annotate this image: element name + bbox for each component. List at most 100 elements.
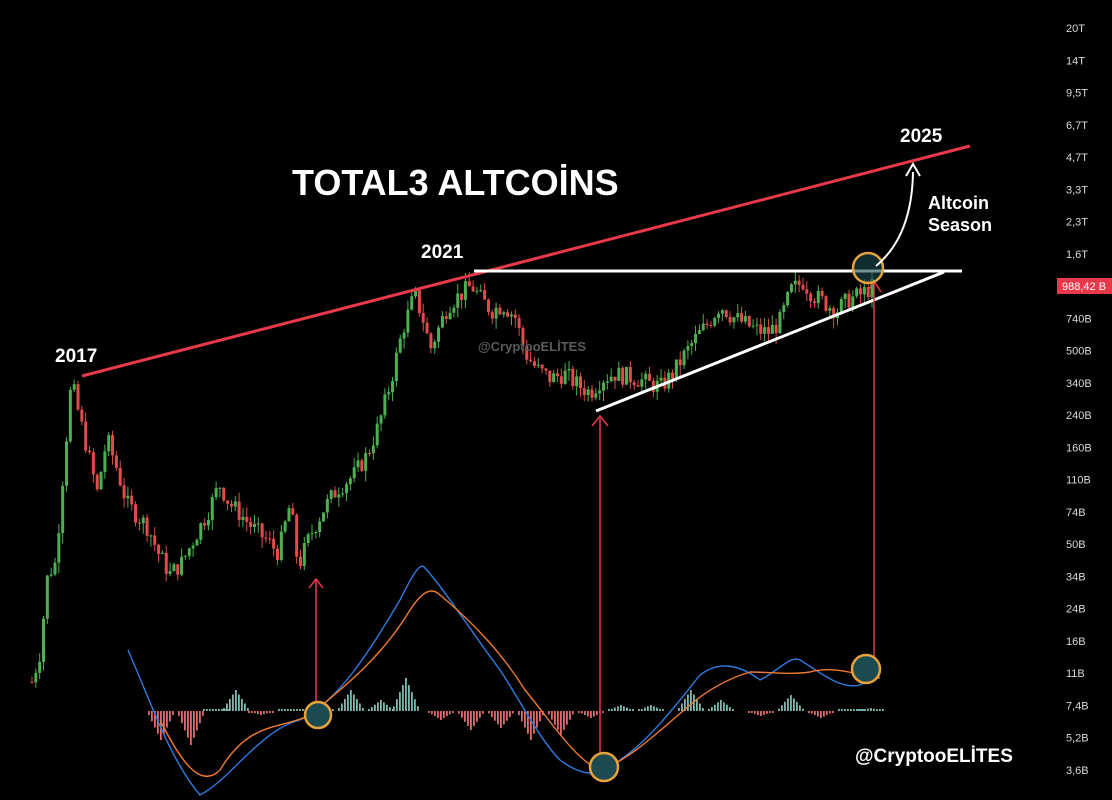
candle-body: [137, 522, 141, 524]
candle-body: [218, 487, 222, 489]
macd-histogram-bar: [467, 711, 469, 726]
candle-body: [233, 501, 237, 507]
candles: [30, 272, 874, 688]
signal-circles: [303, 251, 885, 783]
macd-histogram-bar: [284, 709, 286, 711]
y-tick-label: 240B: [1066, 410, 1092, 422]
macd-histogram-bar: [656, 707, 658, 711]
candle-body: [839, 299, 843, 313]
candle-body: [782, 305, 786, 312]
macd-histogram-bar: [693, 694, 695, 711]
candle-body: [590, 389, 594, 398]
y-tick-label: 14T: [1066, 55, 1085, 67]
season-label-line1: Altcoin: [928, 193, 989, 213]
candle-body: [509, 314, 513, 317]
macd-histogram-bar: [760, 711, 762, 716]
candle-body: [141, 517, 145, 524]
macd-histogram-bar: [572, 711, 574, 715]
candle-body: [114, 455, 118, 468]
candle-body: [582, 388, 586, 396]
macd-histogram-bar: [160, 711, 162, 740]
candle-body: [314, 532, 318, 534]
macd-histogram-bar: [757, 711, 759, 715]
candle-body: [602, 382, 606, 391]
macd-histogram-bar: [368, 709, 370, 711]
macd-histogram-bar: [190, 711, 192, 745]
candle-body: [264, 537, 268, 539]
macd-histogram-bar: [281, 709, 283, 711]
candle-body: [283, 521, 287, 532]
macd-histogram-bar: [392, 709, 394, 711]
candle-body: [832, 308, 836, 319]
candle-body: [774, 324, 778, 334]
candle-body: [770, 324, 774, 334]
macd-histogram-bar: [169, 711, 171, 722]
macd-histogram-bar: [241, 699, 243, 711]
candle-body: [812, 301, 816, 304]
candle-body: [648, 373, 652, 381]
macd-histogram-bar: [374, 704, 376, 711]
macd-histogram-bar: [641, 708, 643, 711]
vertical-arrows: [308, 279, 882, 768]
candle-body: [763, 327, 767, 334]
candle-body: [828, 308, 832, 311]
circle-marker: [588, 751, 620, 783]
candle-body: [452, 307, 456, 313]
y-tick-label: 340B: [1066, 378, 1092, 390]
candle-body: [625, 366, 629, 385]
macd-histogram-bar: [254, 711, 256, 714]
y-tick-label: 11B: [1066, 668, 1085, 680]
macd-histogram-bar: [650, 705, 652, 711]
macd-histogram-bar: [581, 711, 583, 714]
candle-body: [391, 381, 395, 393]
y-tick-label: 16B: [1066, 636, 1086, 648]
candle-body: [816, 290, 820, 304]
macd-histogram-bar: [166, 711, 168, 728]
macd-histogram-bar: [726, 704, 728, 711]
macd-histogram-bar: [778, 708, 780, 711]
candle-body: [57, 533, 61, 563]
y-tick-label: 20T: [1066, 23, 1085, 35]
candle-body: [149, 535, 153, 537]
candle-body: [513, 314, 517, 318]
candle-body: [486, 299, 490, 313]
candle-body: [475, 290, 479, 292]
macd-histogram-bar: [229, 699, 231, 711]
candle-body: [678, 359, 682, 366]
candle-body: [578, 376, 582, 389]
y-tick-label: 5,2B: [1066, 733, 1089, 745]
macd-histogram-bar: [521, 711, 523, 722]
candle-body: [291, 508, 295, 515]
candle-body: [525, 345, 529, 360]
y-tick-label: 34B: [1066, 571, 1086, 583]
candle-body: [42, 618, 46, 662]
circle-marker: [303, 700, 333, 730]
candle-body: [778, 311, 782, 334]
candle-body: [80, 409, 84, 422]
macd-histogram-bar: [858, 709, 860, 711]
candle-body: [437, 327, 441, 342]
macd-histogram-bar: [876, 709, 878, 711]
candle-body: [567, 368, 571, 371]
macd-histogram-bar: [497, 711, 499, 725]
candle-body: [268, 538, 272, 540]
macd-histogram-bar: [659, 708, 661, 711]
candle-body: [617, 367, 621, 381]
candle-body: [287, 508, 291, 522]
macd-histogram-bar: [332, 709, 334, 711]
macd-histogram-bar: [784, 701, 786, 711]
macd-histogram-bar: [359, 703, 361, 711]
macd-histogram-bar: [464, 711, 466, 722]
candle-body: [226, 500, 230, 504]
macd-histogram-bar: [644, 707, 646, 711]
macd-histogram-bar: [473, 711, 475, 726]
macd-histogram-bar: [494, 711, 496, 721]
macd-histogram-bar: [793, 698, 795, 711]
candle-body: [824, 296, 828, 311]
candle-body: [797, 280, 801, 285]
y-tick-label: 6,7T: [1066, 120, 1088, 132]
candle-body: [444, 316, 448, 320]
candle-body: [575, 376, 579, 387]
macd-histogram-bar: [393, 706, 395, 711]
macd-histogram-bar: [602, 711, 604, 713]
